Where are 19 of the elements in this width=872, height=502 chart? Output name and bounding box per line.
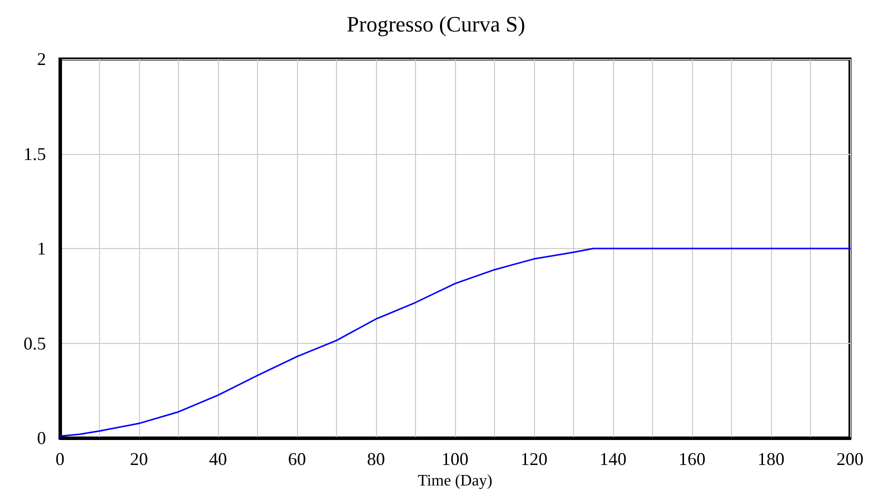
x-tick-label: 60	[288, 449, 306, 469]
y-tick-label: 0	[37, 428, 46, 448]
line-series	[59, 248, 851, 437]
x-tick-label: 160	[678, 449, 706, 469]
y-tick-label: 0.5	[24, 333, 46, 354]
x-tick-label: 180	[758, 449, 784, 469]
x-tick-label: 200	[836, 449, 864, 469]
x-axis-title: Time (Day)	[418, 472, 492, 490]
y-tick-label: 1.5	[24, 144, 46, 164]
x-tick-label: 20	[130, 449, 148, 469]
y-tick-label: 1	[37, 238, 46, 258]
x-tick-label: 140	[600, 449, 626, 469]
y-tick-label: 2	[37, 49, 46, 69]
x-tick-label: 80	[367, 449, 385, 469]
x-tick-label: 40	[209, 449, 227, 469]
x-tick-label: 0	[56, 449, 64, 469]
x-tick-label: 100	[442, 449, 468, 469]
x-tick-label: 120	[520, 449, 548, 469]
chart-title: Progresso (Curva S)	[346, 12, 526, 36]
